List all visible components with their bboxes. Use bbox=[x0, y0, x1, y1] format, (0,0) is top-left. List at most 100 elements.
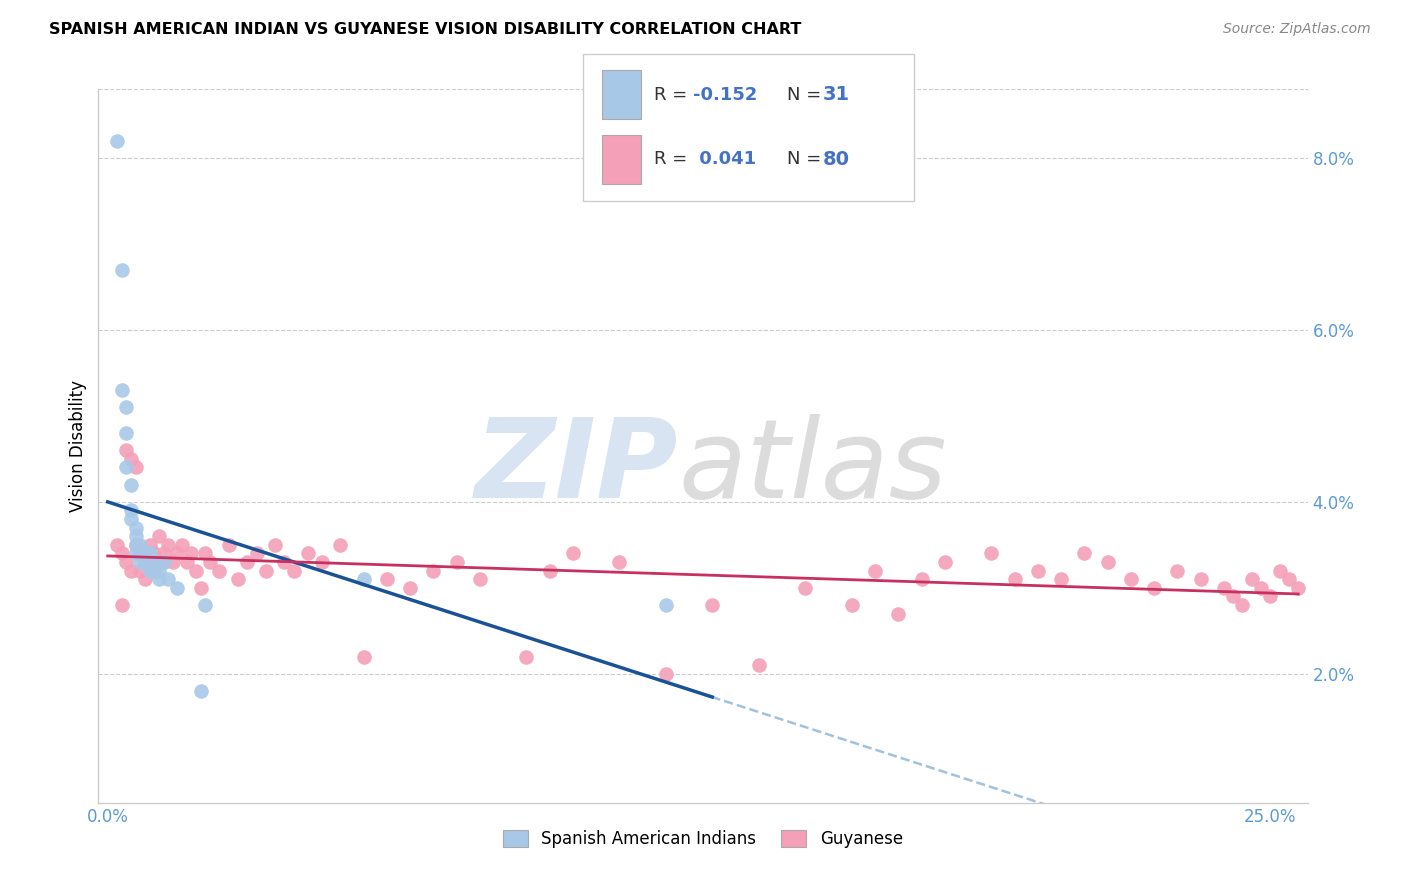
Text: R =: R = bbox=[654, 151, 693, 169]
Point bbox=[148, 529, 170, 543]
Point bbox=[273, 555, 295, 569]
Legend: Spanish American Indians, Guyanese: Spanish American Indians, Guyanese bbox=[496, 823, 910, 855]
Point bbox=[111, 546, 134, 560]
Text: R =: R = bbox=[654, 86, 693, 103]
Point bbox=[283, 564, 305, 578]
Point bbox=[218, 538, 240, 552]
Point bbox=[1232, 598, 1254, 612]
Point bbox=[129, 546, 152, 560]
Point bbox=[702, 598, 724, 612]
Point bbox=[115, 426, 138, 441]
Point bbox=[124, 538, 146, 552]
Point bbox=[194, 546, 217, 560]
Point bbox=[1050, 572, 1073, 586]
Point bbox=[468, 572, 491, 586]
Text: -0.152: -0.152 bbox=[693, 86, 758, 103]
Point bbox=[105, 538, 128, 552]
Point bbox=[1026, 564, 1049, 578]
Point bbox=[143, 546, 166, 560]
Point bbox=[152, 546, 174, 560]
Point bbox=[934, 555, 956, 569]
Point bbox=[176, 555, 198, 569]
Point bbox=[561, 546, 583, 560]
Point bbox=[111, 383, 134, 397]
Point bbox=[134, 546, 156, 560]
Point bbox=[148, 572, 170, 586]
Point bbox=[138, 546, 160, 560]
Point bbox=[1166, 564, 1188, 578]
Point bbox=[143, 555, 166, 569]
Point bbox=[538, 564, 561, 578]
Text: 80: 80 bbox=[823, 150, 849, 169]
Point bbox=[748, 658, 770, 673]
Point bbox=[152, 555, 174, 569]
Text: N =: N = bbox=[787, 151, 827, 169]
Point bbox=[138, 555, 160, 569]
Point bbox=[198, 555, 221, 569]
Point bbox=[124, 460, 146, 475]
Point bbox=[190, 581, 212, 595]
Point bbox=[399, 581, 422, 595]
Point bbox=[264, 538, 287, 552]
Point bbox=[134, 555, 156, 569]
Point bbox=[129, 546, 152, 560]
Point bbox=[245, 546, 267, 560]
Text: Source: ZipAtlas.com: Source: ZipAtlas.com bbox=[1223, 22, 1371, 37]
Point bbox=[120, 503, 142, 517]
Point bbox=[184, 564, 207, 578]
Point bbox=[120, 512, 142, 526]
Point bbox=[194, 598, 217, 612]
Point bbox=[124, 546, 146, 560]
Point bbox=[124, 538, 146, 552]
Point bbox=[105, 134, 128, 148]
Point bbox=[226, 572, 249, 586]
Point bbox=[910, 572, 932, 586]
Point bbox=[134, 572, 156, 586]
Point bbox=[172, 538, 194, 552]
Point bbox=[980, 546, 1002, 560]
Point bbox=[166, 581, 188, 595]
Point bbox=[138, 564, 160, 578]
Point bbox=[157, 572, 180, 586]
Point bbox=[129, 564, 152, 578]
Point bbox=[152, 555, 174, 569]
Point bbox=[329, 538, 352, 552]
Point bbox=[115, 460, 138, 475]
Point bbox=[841, 598, 863, 612]
Point bbox=[129, 555, 152, 569]
Point bbox=[353, 572, 375, 586]
Point bbox=[446, 555, 468, 569]
Point bbox=[887, 607, 910, 621]
Point bbox=[1212, 581, 1234, 595]
Point bbox=[148, 564, 170, 578]
Point bbox=[166, 546, 188, 560]
Point bbox=[124, 529, 146, 543]
Point bbox=[794, 581, 817, 595]
Point bbox=[1250, 581, 1272, 595]
Point bbox=[208, 564, 231, 578]
Y-axis label: Vision Disability: Vision Disability bbox=[69, 380, 87, 512]
Point bbox=[157, 538, 180, 552]
Point bbox=[1260, 590, 1282, 604]
Point bbox=[655, 666, 678, 681]
Point bbox=[515, 649, 537, 664]
Point bbox=[1119, 572, 1142, 586]
Point bbox=[297, 546, 319, 560]
Point bbox=[1097, 555, 1119, 569]
Point bbox=[1073, 546, 1095, 560]
Point bbox=[129, 538, 152, 552]
Point bbox=[134, 546, 156, 560]
Point bbox=[1143, 581, 1166, 595]
Text: SPANISH AMERICAN INDIAN VS GUYANESE VISION DISABILITY CORRELATION CHART: SPANISH AMERICAN INDIAN VS GUYANESE VISI… bbox=[49, 22, 801, 37]
Point bbox=[1278, 572, 1301, 586]
Point bbox=[1268, 564, 1291, 578]
Point bbox=[143, 564, 166, 578]
Point bbox=[311, 555, 333, 569]
Text: atlas: atlas bbox=[679, 414, 948, 521]
Point bbox=[115, 401, 138, 415]
Point bbox=[180, 546, 202, 560]
Point bbox=[115, 443, 138, 458]
Point bbox=[655, 598, 678, 612]
Point bbox=[353, 649, 375, 664]
Point bbox=[863, 564, 886, 578]
